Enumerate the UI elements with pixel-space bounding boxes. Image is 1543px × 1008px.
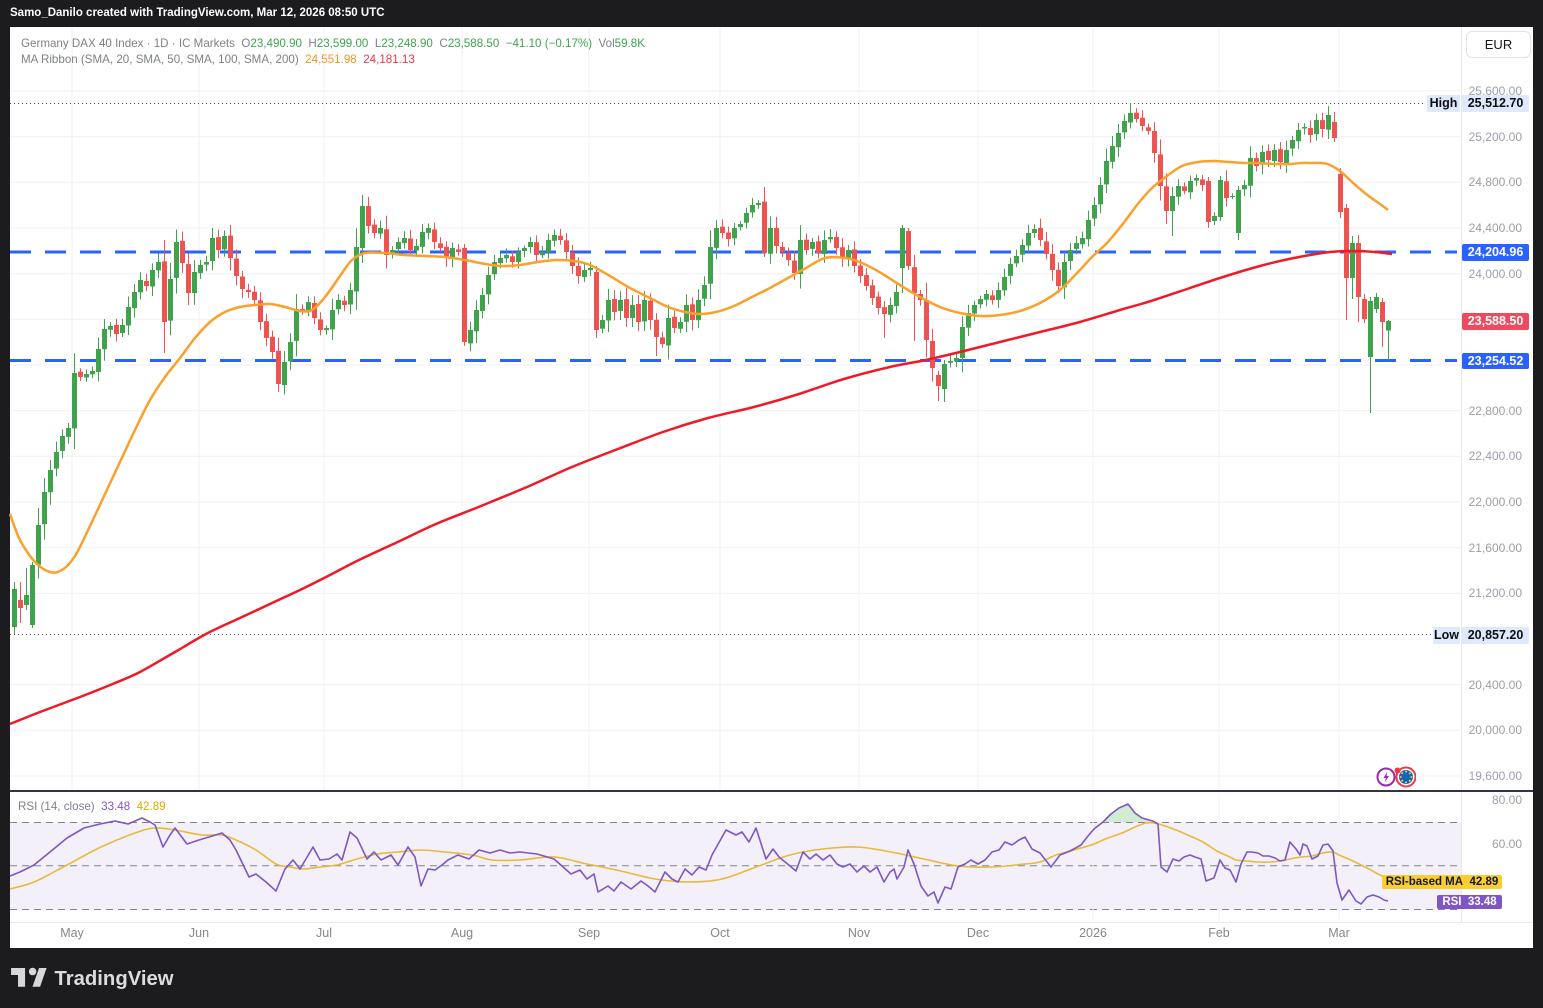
svg-text:TradingView: TradingView — [55, 968, 174, 990]
